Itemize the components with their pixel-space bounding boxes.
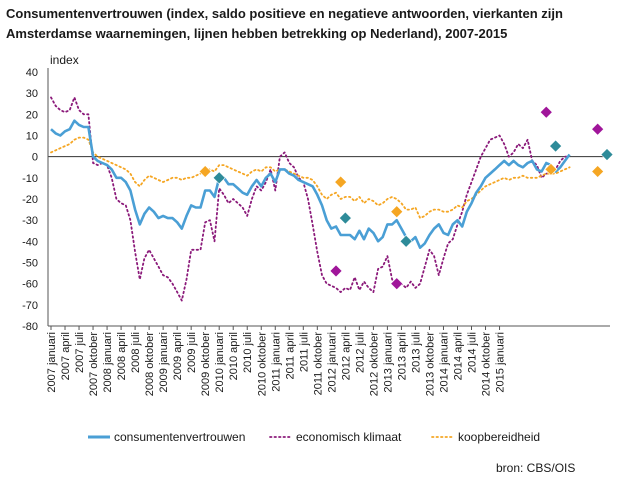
amsterdam-marker-consumentenvertrouwen — [549, 139, 563, 153]
y-tick-label: -40 — [22, 236, 38, 248]
x-tick-label: 2011 oktober — [312, 332, 324, 396]
x-tick-label: 2010 april — [228, 332, 240, 380]
amsterdam-marker-economisch-klimaat — [539, 105, 553, 119]
amsterdam-marker-economisch-klimaat — [591, 122, 605, 136]
y-tick-label: -50 — [22, 258, 38, 270]
x-tick-label: 2010 juli — [242, 332, 254, 373]
chart-title: Consumentenvertrouwen (index, saldo posi… — [6, 6, 563, 41]
series-line-consumentenvertrouwen — [50, 119, 571, 249]
x-tick-label: 2008 januari — [102, 332, 114, 393]
amsterdam-marker-economisch-klimaat — [390, 277, 404, 291]
y-tick-label: 30 — [26, 88, 38, 100]
x-tick-label: 2012 januari — [326, 332, 338, 393]
x-tick-label: 2011 januari — [270, 332, 282, 392]
x-tick-label: 2012 juli — [354, 332, 366, 373]
y-axis-label: index — [50, 53, 79, 67]
amsterdam-marker-koopbereidheid — [390, 205, 404, 219]
y-tick-label: 40 — [26, 67, 38, 79]
x-tick-label: 2015 januari — [495, 332, 507, 393]
x-tick-label: 2008 juli — [130, 332, 142, 373]
legend-label: economisch klimaat — [296, 430, 402, 444]
x-tick-label: 2013 april — [396, 332, 408, 380]
amsterdam-marker-consumentenvertrouwen — [600, 148, 614, 161]
x-tick-label: 2010 oktober — [256, 332, 268, 397]
x-tick-label: 2009 oktober — [200, 332, 212, 397]
amsterdam-marker-koopbereidheid — [334, 175, 348, 189]
x-tick-label: 2013 juli — [410, 332, 422, 373]
x-tick-label: 2010 januari — [214, 332, 226, 393]
y-tick-label: -10 — [22, 173, 38, 185]
y-tick-label: -30 — [22, 215, 38, 227]
y-tick-label: -80 — [22, 321, 38, 333]
legend-label: koopbereidheid — [458, 430, 540, 444]
y-tick-label: 10 — [26, 131, 38, 143]
x-tick-label: 2011 april — [284, 332, 296, 380]
y-tick-label: 0 — [32, 152, 38, 164]
series-line-economisch-klimaat — [50, 96, 571, 302]
amsterdam-marker-consumentenvertrouwen — [338, 211, 352, 225]
amsterdam-marker-koopbereidheid — [198, 165, 212, 178]
amsterdam-marker-consumentenvertrouwen — [399, 234, 413, 248]
x-tick-label: 2007 juli — [74, 332, 86, 373]
chart-source: bron: CBS/OIS — [496, 461, 576, 475]
x-tick-label: 2007 januari — [46, 332, 58, 393]
legend-label: consumentenvertrouwen — [114, 430, 245, 444]
series-line-koopbereidheid — [50, 136, 571, 220]
x-tick-label: 2012 oktober — [368, 332, 380, 397]
x-tick-label: 2008 april — [116, 332, 128, 380]
x-tick-label: 2008 oktober — [144, 332, 156, 397]
x-tick-label: 2013 januari — [382, 332, 394, 393]
x-tick-label: 2014 april — [452, 332, 464, 380]
amsterdam-marker-koopbereidheid — [544, 162, 558, 176]
amsterdam-marker-economisch-klimaat — [329, 264, 343, 278]
x-tick-label: 2014 oktober — [481, 332, 493, 397]
x-tick-label: 2014 januari — [438, 332, 450, 393]
x-tick-label: 2011 juli — [298, 332, 310, 372]
x-tick-label: 2012 april — [340, 332, 352, 380]
y-tick-label: -20 — [22, 194, 38, 206]
x-tick-label: 2014 juli — [467, 332, 479, 373]
x-tick-label: 2009 januari — [158, 332, 170, 393]
amsterdam-marker-koopbereidheid — [591, 165, 605, 178]
x-tick-label: 2007 oktober — [88, 332, 100, 397]
y-tick-label: -60 — [22, 279, 38, 291]
y-tick-label: 20 — [26, 109, 38, 121]
x-tick-label: 2009 april — [172, 332, 184, 380]
x-tick-label: 2007 april — [60, 332, 72, 380]
y-tick-label: -70 — [22, 300, 38, 312]
x-tick-label: 2013 oktober — [424, 332, 436, 397]
amsterdam-marker-consumentenvertrouwen — [212, 171, 226, 185]
x-tick-label: 2009 juli — [186, 332, 198, 373]
